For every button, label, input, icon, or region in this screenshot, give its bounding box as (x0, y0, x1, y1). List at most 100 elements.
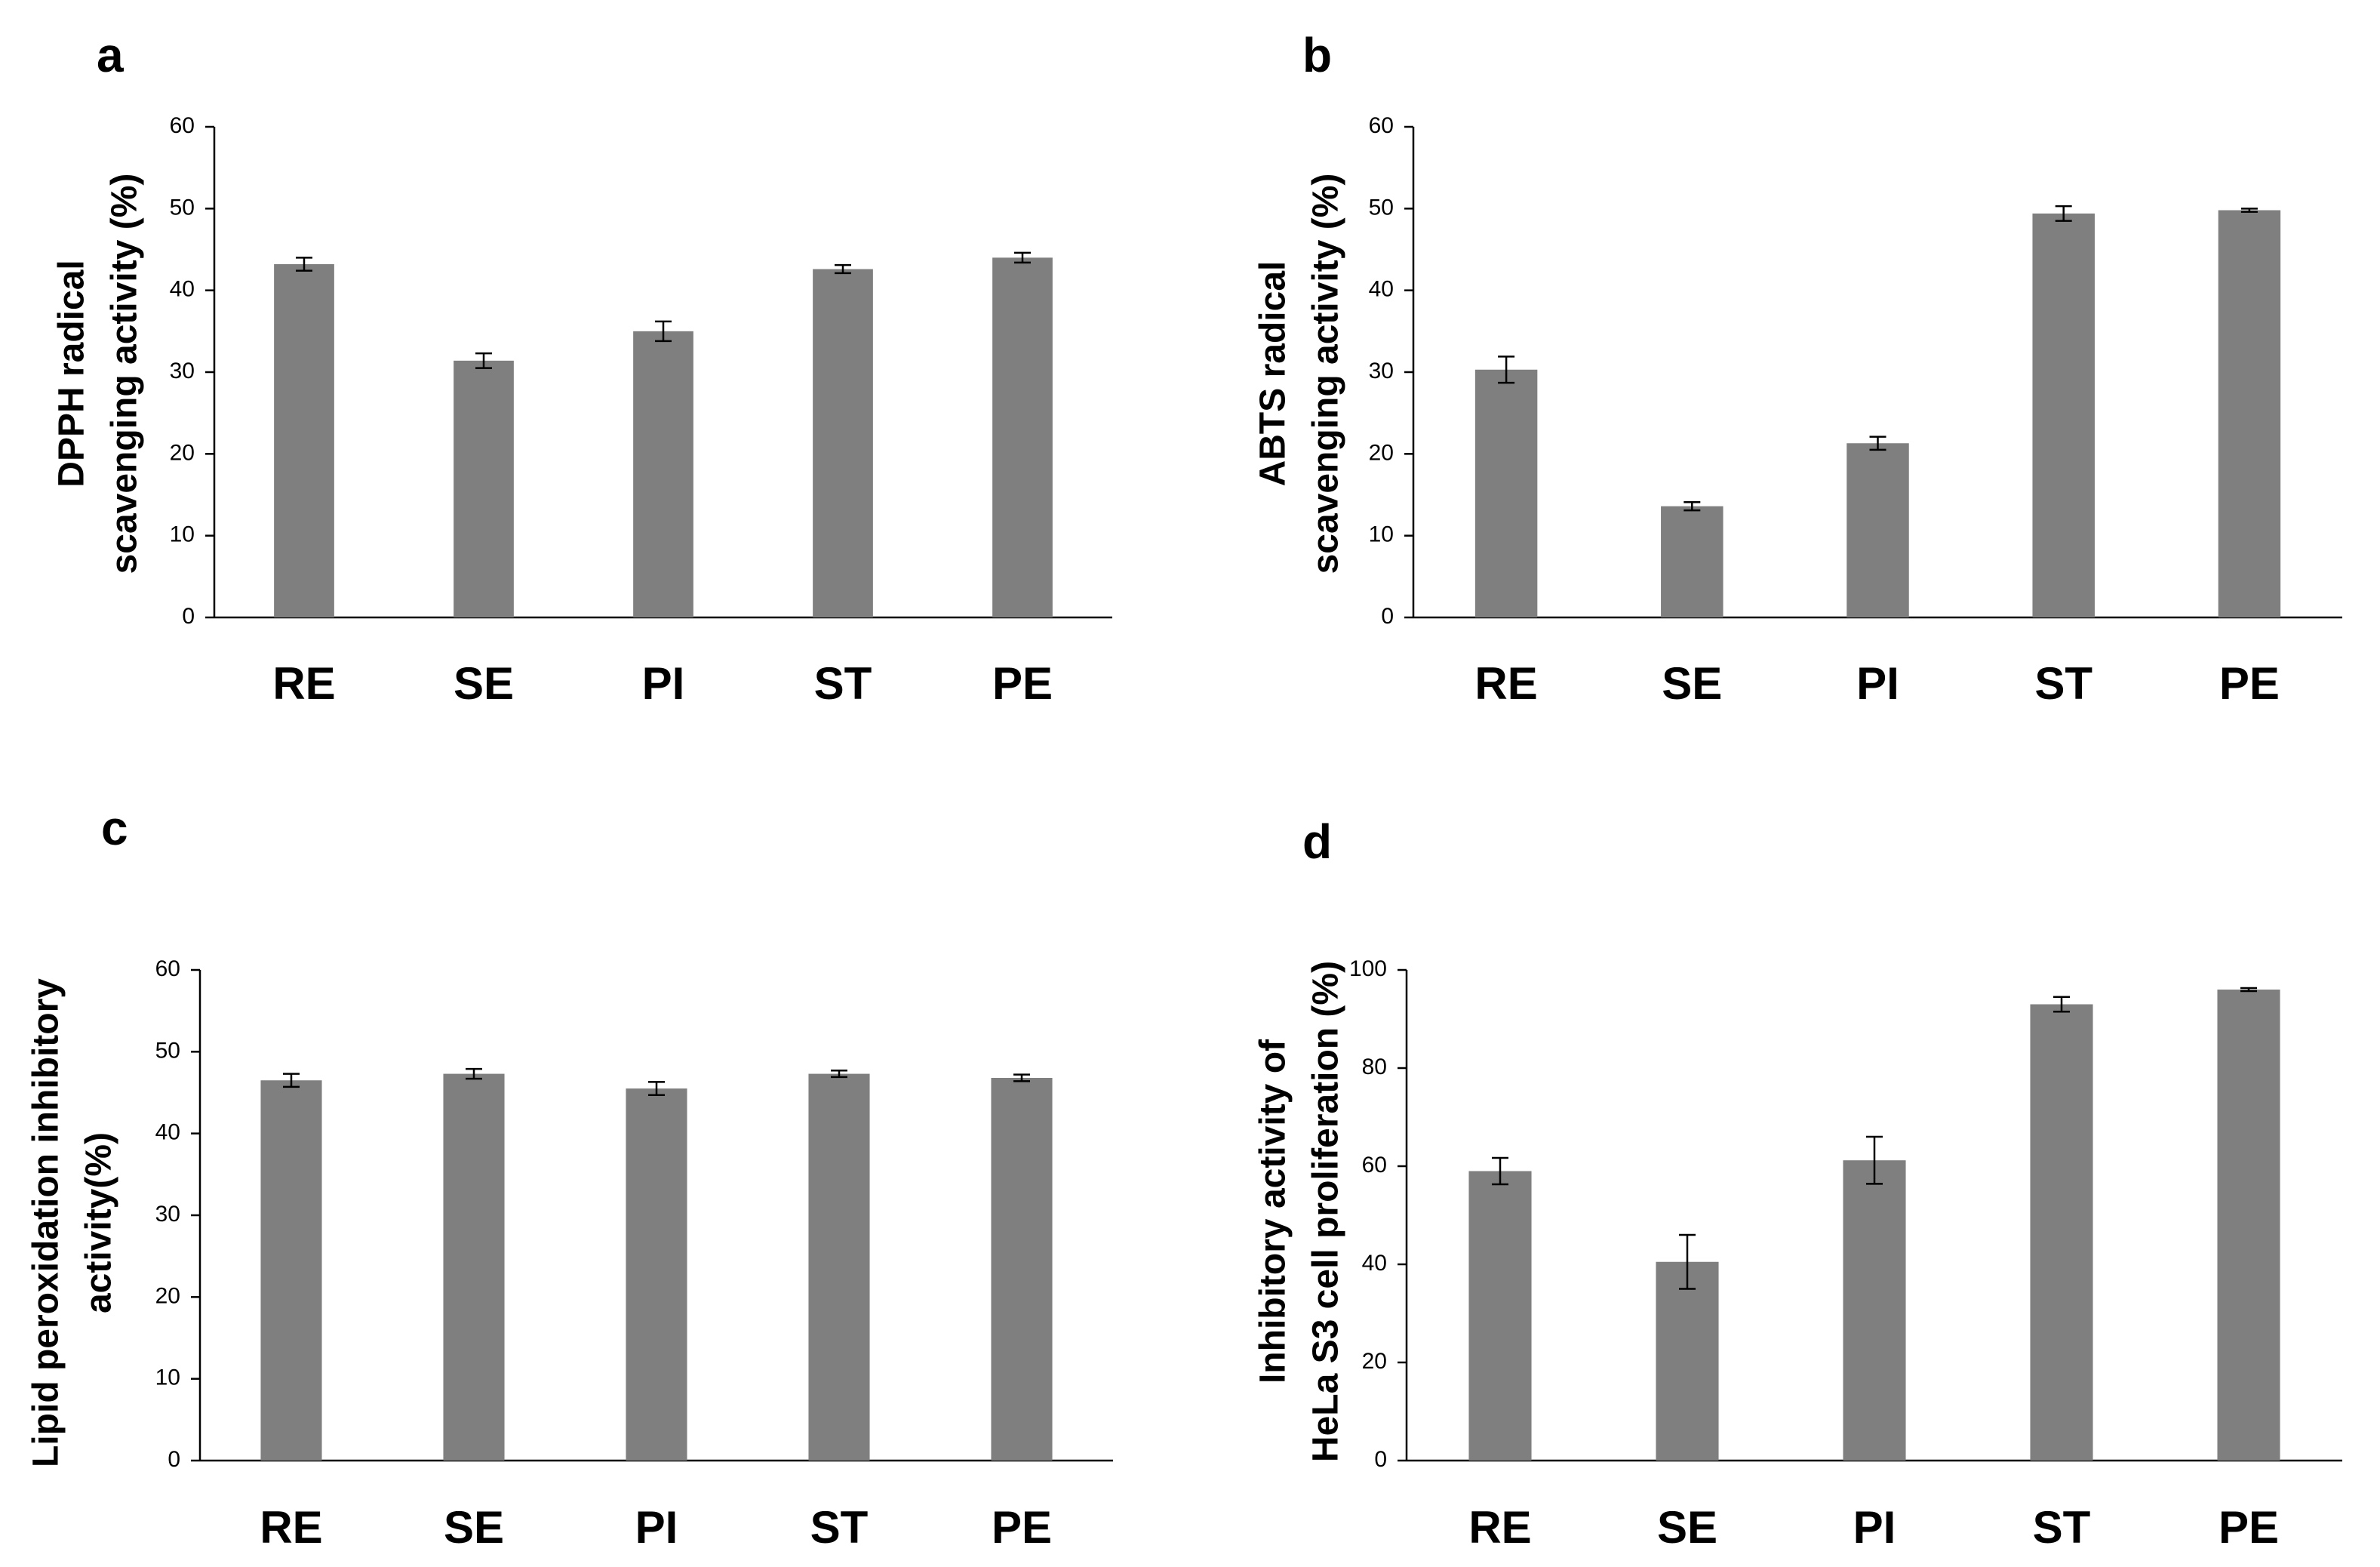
y-axis-label-line-1: ABTS radical (1253, 261, 1293, 487)
error-bar-se (1684, 501, 1701, 512)
y-tick-label: 0 (1374, 1447, 1387, 1472)
y-axis-label-line-1: DPPH radical (52, 260, 92, 487)
bar-pe (2217, 990, 2280, 1461)
bar-st (2032, 213, 2095, 617)
y-tick-label: 60 (1369, 113, 1394, 138)
error-bar-se (1679, 1233, 1696, 1290)
y-tick-label: 10 (170, 522, 195, 547)
bar-pe (2218, 210, 2281, 617)
y-axis-label-line-2: scavenging activity (%) (1306, 174, 1346, 574)
x-category-label: PI (1856, 658, 1899, 709)
error-bar-pe (2240, 987, 2257, 993)
bar-se (1661, 506, 1724, 617)
y-tick-label: 0 (1381, 604, 1394, 629)
y-tick-label: 0 (168, 1447, 180, 1472)
bar-se (454, 360, 514, 617)
y-axis-label-line-2: activity(%) (79, 1132, 119, 1313)
x-category-label: RE (1468, 1502, 1531, 1553)
bar-st (813, 269, 873, 617)
error-bar-st (2055, 205, 2072, 222)
bar-se (443, 1073, 505, 1461)
y-tick-label: 20 (170, 440, 195, 465)
x-category-label: SE (1662, 658, 1722, 709)
panel-letter: c (101, 801, 128, 855)
y-tick-label: 50 (170, 195, 195, 220)
x-category-label: PI (642, 658, 685, 709)
y-tick-label: 0 (182, 604, 195, 629)
y-axis-label-line-1: Inhibitory activity of (1253, 1039, 1293, 1384)
x-category-label: ST (2034, 658, 2092, 709)
x-category-label: PI (635, 1502, 678, 1553)
error-bar-re (283, 1073, 300, 1088)
error-bar-pi (655, 320, 672, 343)
chart-panel-a: a DPPH radical scavenging activity (%) 0 10 2… (52, 28, 1112, 709)
error-bar-pe (2240, 208, 2258, 213)
y-tick-label: 10 (1369, 522, 1394, 547)
y-tick-label: 100 (1349, 956, 1387, 981)
x-category-label: ST (810, 1502, 869, 1553)
y-tick-label: 20 (1369, 440, 1394, 465)
bar-pe (992, 257, 1053, 617)
bar-pi (1843, 1160, 1906, 1461)
error-bar-pe (1013, 1073, 1030, 1082)
error-bar-st (831, 1070, 847, 1079)
bar-re (1468, 1171, 1532, 1461)
bar-re (274, 264, 334, 617)
y-tick-label: 40 (155, 1120, 180, 1145)
error-bar-st (2053, 996, 2070, 1013)
bar-se (1656, 1261, 1719, 1461)
error-bar-re (1492, 1156, 1508, 1186)
y-tick-label: 30 (170, 359, 195, 383)
bar-pi (1846, 443, 1909, 617)
bar-pe (991, 1078, 1053, 1461)
bar-st (808, 1073, 870, 1461)
x-category-label: RE (1474, 658, 1537, 709)
x-category-label: SE (1657, 1502, 1717, 1553)
x-category-label: SE (444, 1502, 504, 1553)
y-tick-label: 20 (155, 1283, 180, 1308)
y-tick-label: 80 (1362, 1054, 1387, 1079)
bar-st (2030, 1004, 2093, 1461)
x-category-label: RE (260, 1502, 322, 1553)
x-category-label: ST (2033, 1502, 2091, 1553)
y-tick-label: 10 (155, 1365, 180, 1390)
y-tick-label: 60 (1362, 1153, 1387, 1178)
y-tick-label: 20 (1362, 1349, 1387, 1374)
x-category-label: SE (454, 658, 514, 709)
x-category-label: PI (1853, 1502, 1896, 1553)
panel-letter: a (97, 28, 124, 82)
panel-letter: d (1302, 814, 1332, 869)
chart-panel-b: b ABTS radical scavenging activity (%) 0 10 2… (1253, 28, 2342, 709)
y-tick-label: 30 (1369, 359, 1394, 383)
bar-re (260, 1080, 322, 1461)
error-bar-pi (1869, 436, 1886, 451)
x-category-label: ST (814, 658, 872, 709)
error-bar-re (296, 257, 312, 272)
chart-panel-c: c Lipid peroxidation inhibitory activity(%… (26, 801, 1113, 1553)
x-category-label: PE (2219, 1502, 2279, 1553)
error-bar-se (466, 1067, 482, 1080)
y-tick-label: 30 (155, 1202, 180, 1227)
error-bar-st (835, 263, 851, 275)
y-axis-label-line-1: Lipid peroxidation inhibitory (26, 978, 66, 1467)
y-tick-label: 40 (1369, 277, 1394, 302)
error-bar-pe (1014, 251, 1031, 264)
error-bar-re (1498, 356, 1515, 384)
y-tick-label: 60 (170, 113, 195, 138)
error-bar-pi (648, 1081, 665, 1096)
error-bar-se (475, 352, 492, 369)
y-axis-label-line-2: scavenging activity (%) (105, 174, 145, 574)
x-category-label: PE (992, 658, 1053, 709)
x-category-label: PE (992, 1502, 1052, 1553)
error-bar-pi (1866, 1135, 1883, 1185)
y-tick-label: 60 (155, 956, 180, 981)
y-tick-label: 40 (1362, 1251, 1387, 1276)
y-tick-label: 50 (1369, 195, 1394, 220)
panel-letter: b (1302, 28, 1332, 82)
y-tick-label: 50 (155, 1038, 180, 1063)
y-axis-label-line-2: HeLa S3 cell proliferation (%) (1306, 961, 1346, 1462)
x-category-label: PE (2219, 658, 2280, 709)
bar-re (1474, 369, 1538, 617)
chart-panel-d: d Inhibitory activity of HeLa S3 cell prol… (1253, 814, 2342, 1553)
